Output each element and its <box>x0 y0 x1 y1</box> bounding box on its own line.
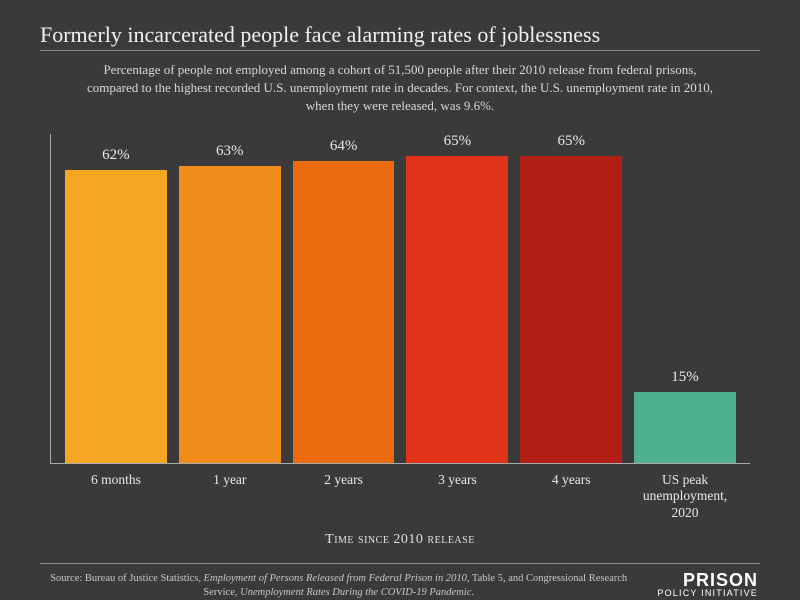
x-axis-labels: 6 months1 year2 years3 years4 yearsUS pe… <box>51 464 750 523</box>
x-label: US peak unemployment, 2020 <box>634 472 736 523</box>
x-label: 4 years <box>520 472 622 523</box>
logo-top: PRISON <box>657 572 758 589</box>
chart-area: 62% 63% 64% 65% 65% 15% 6 months1 year2 years… <box>50 134 750 549</box>
logo-bottom: POLICY INITIATIVE <box>657 589 758 598</box>
bar <box>520 156 622 462</box>
logo: PRISON POLICY INITIATIVE <box>657 572 760 598</box>
bar-value-label: 15% <box>671 369 699 386</box>
bar-wrap: 65% <box>520 133 622 462</box>
title-underline <box>40 50 760 51</box>
bar-wrap: 65% <box>406 133 508 462</box>
x-label: 6 months <box>65 472 167 523</box>
bar-wrap: 62% <box>65 147 167 462</box>
x-label: 2 years <box>293 472 395 523</box>
bar <box>65 170 167 462</box>
bar <box>634 392 736 463</box>
bar-wrap: 63% <box>179 143 281 463</box>
x-axis-title: Time since 2010 release <box>50 532 750 548</box>
bar <box>293 161 395 463</box>
bar-value-label: 63% <box>216 143 244 160</box>
bar-value-label: 62% <box>102 147 130 164</box>
bar-wrap: 15% <box>634 369 736 463</box>
bars-region: 62% 63% 64% 65% 65% 15% <box>50 134 750 464</box>
chart-subtitle: Percentage of people not employed among … <box>80 61 720 116</box>
bar-value-label: 65% <box>444 133 472 150</box>
bar-wrap: 64% <box>293 138 395 463</box>
x-label: 3 years <box>406 472 508 523</box>
source-text: Source: Bureau of Justice Statistics, Em… <box>40 572 637 600</box>
bar-value-label: 65% <box>557 133 585 150</box>
bar-value-label: 64% <box>330 138 358 155</box>
chart-title: Formerly incarcerated people face alarmi… <box>40 22 760 48</box>
footer: Source: Bureau of Justice Statistics, Em… <box>40 563 760 600</box>
chart-container: Formerly incarcerated people face alarmi… <box>0 0 800 600</box>
bar <box>406 156 508 462</box>
bar <box>179 166 281 463</box>
x-label: 1 year <box>179 472 281 523</box>
